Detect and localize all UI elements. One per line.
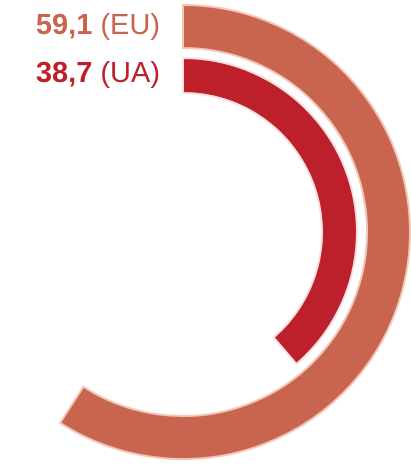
value-label: 38,7 bbox=[36, 57, 92, 89]
category-label: (EU) bbox=[100, 9, 160, 41]
value-label: 59,1 bbox=[36, 9, 92, 41]
bar-label: 59,1 (EU) bbox=[36, 9, 160, 41]
bar-label: 38,7 (UA) bbox=[36, 57, 160, 89]
category-label: (UA) bbox=[100, 57, 160, 89]
radial-bar bbox=[58, 3, 411, 460]
radial-bar bbox=[182, 56, 358, 366]
